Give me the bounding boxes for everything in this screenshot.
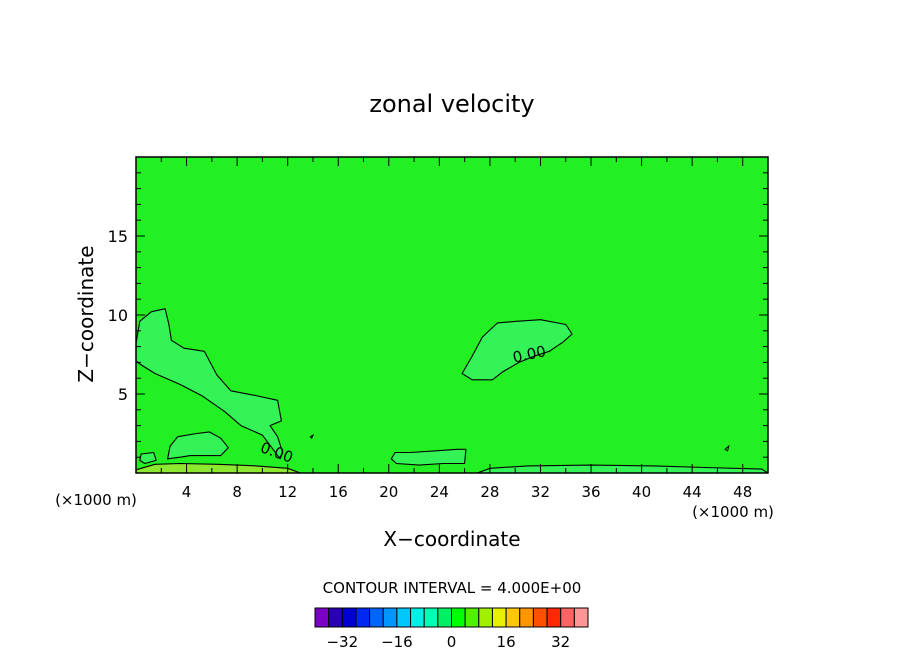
colorbar-swatch [573, 607, 589, 628]
contour-region-lower-left [167, 431, 229, 460]
x-unit-left: (×1000 m) [55, 491, 137, 509]
y-tick-label: 10 [108, 306, 128, 325]
x-unit-right: (×1000 m) [692, 503, 774, 521]
colorbar-swatch [369, 607, 384, 628]
colorbar-swatch [464, 607, 480, 628]
x-tick-label: 48 [733, 483, 752, 501]
x-tick-label: 24 [430, 483, 449, 501]
x-tick-label: 32 [531, 483, 550, 501]
plot-background [136, 157, 768, 473]
x-tick-label: 20 [379, 483, 398, 501]
x-tick-label: 16 [329, 483, 348, 501]
colorbar-swatch [519, 607, 534, 628]
axis-ticks [136, 157, 768, 473]
colorbar-swatch [532, 607, 548, 628]
contour-regions [135, 308, 769, 474]
x-tick-label: 4 [182, 483, 192, 501]
x-tick-label: 40 [632, 483, 651, 501]
colorbar-swatch [491, 607, 507, 628]
y-tick-label: 5 [118, 385, 128, 404]
y-tick-label: 15 [108, 227, 128, 246]
colorbar [314, 607, 589, 628]
plot-area [135, 156, 769, 474]
x-axis-label: X−coordinate [383, 527, 520, 551]
contour-region-lower-right [390, 448, 467, 466]
colorbar-tick-label: 16 [497, 633, 516, 651]
colorbar-tick-labels: −32 −16 0 16 32 [326, 633, 570, 651]
x-tick-labels: 4 8 12 16 20 24 28 32 36 40 44 48 [182, 483, 752, 501]
contour-region-surface-left [135, 462, 301, 474]
colorbar-swatch [396, 607, 412, 628]
colorbar-swatch [505, 607, 521, 628]
colorbar-tick-label: 0 [447, 633, 457, 651]
contour-region-center-blob [461, 319, 573, 381]
plot-frame [135, 156, 769, 474]
colorbar-swatch [451, 607, 466, 628]
colorbar-swatch [478, 607, 493, 628]
colorbar-swatch [355, 607, 371, 628]
colorbar-swatch [560, 607, 575, 628]
x-tick-label: 44 [683, 483, 702, 501]
colorbar-tick-label: −16 [381, 633, 413, 651]
colorbar-swatch [437, 607, 453, 628]
chart-title: zonal velocity [369, 90, 534, 118]
contour-speck-right [724, 444, 730, 452]
x-tick-label: 12 [278, 483, 297, 501]
colorbar-swatch [341, 607, 357, 628]
contour-interval-label: CONTOUR INTERVAL = 4.000E+00 [323, 579, 582, 597]
contour-region-lower-left-edge [139, 451, 157, 465]
colorbar-swatch [410, 607, 425, 628]
y-axis-label: Z−coordinate [74, 245, 98, 382]
colorbar-swatch [314, 607, 330, 628]
colorbar-swatch [423, 607, 439, 628]
x-tick-label: 8 [232, 483, 242, 501]
colorbar-swatch [328, 607, 343, 628]
contour-region-surface-right [476, 464, 769, 474]
colorbar-swatch [382, 607, 398, 628]
contour-region-left-lobe [135, 308, 284, 460]
x-tick-label: 36 [581, 483, 600, 501]
colorbar-tick-label: −32 [326, 633, 358, 651]
contour-speck-left [309, 433, 315, 440]
x-tick-label: 28 [480, 483, 499, 501]
colorbar-swatch [546, 607, 562, 628]
y-tick-labels: 5 10 15 [108, 227, 128, 404]
colorbar-tick-label: 32 [551, 633, 570, 651]
